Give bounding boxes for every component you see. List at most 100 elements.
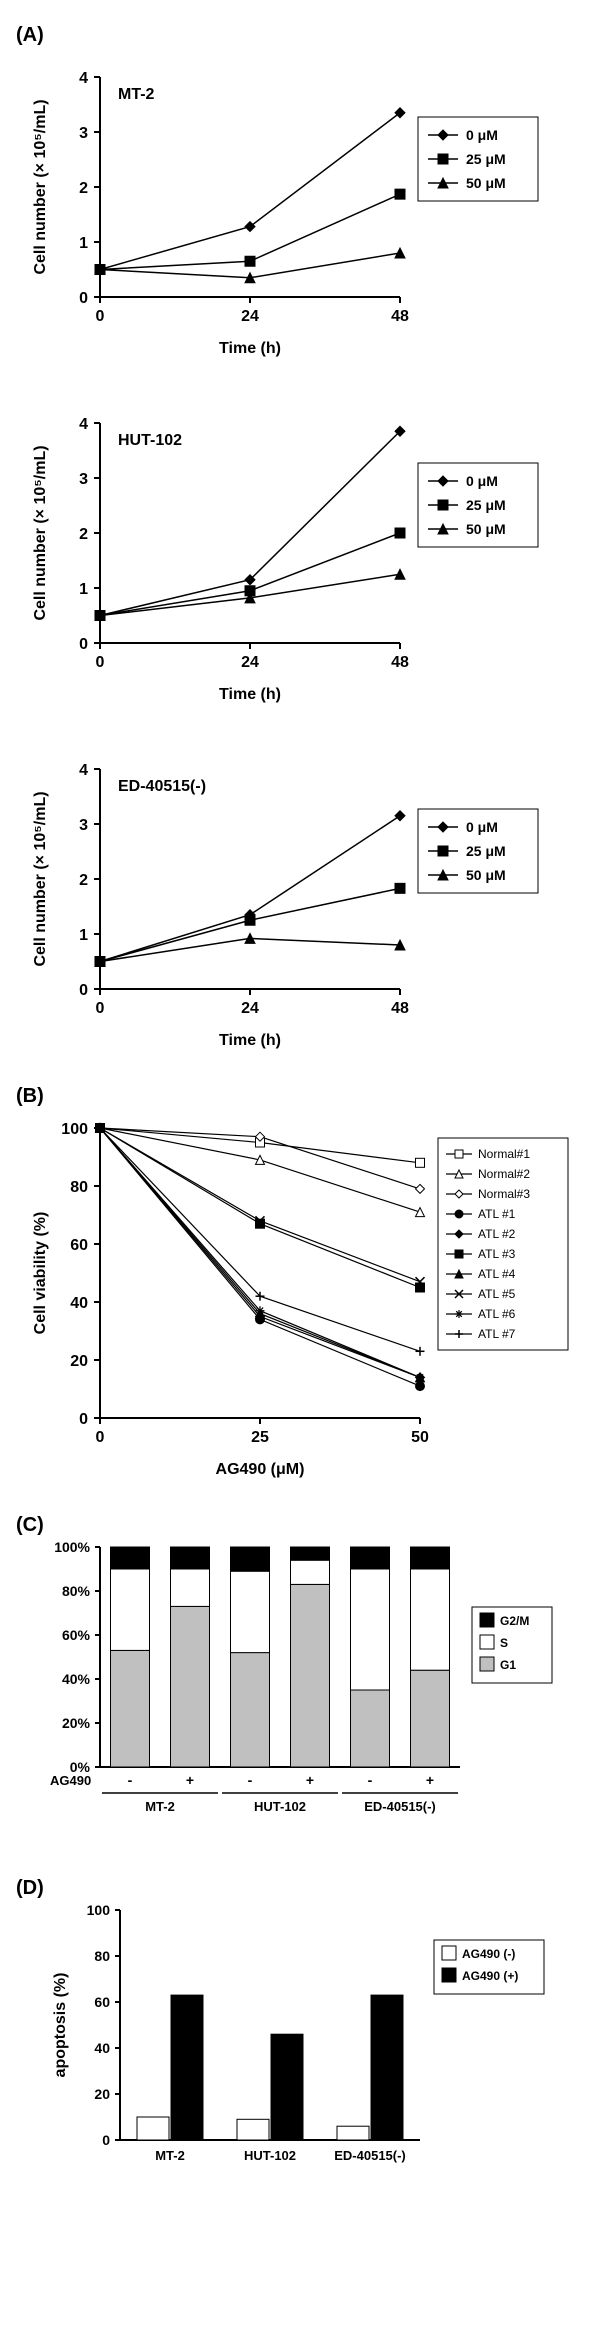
svg-text:ATL #6: ATL #6 (478, 1307, 516, 1321)
svg-text:60: 60 (70, 1237, 88, 1254)
svg-text:80%: 80% (62, 1583, 91, 1599)
svg-text:100%: 100% (54, 1539, 90, 1555)
svg-text:Normal#3: Normal#3 (478, 1187, 530, 1201)
panel-b-chart: 0 20 40 60 80 100 0 25 50 AG490 (μM) Cell viabilit… (10, 1108, 590, 1488)
svg-text:24: 24 (241, 1000, 259, 1017)
svg-text:100: 100 (61, 1121, 88, 1138)
svg-text:60: 60 (94, 1994, 110, 2010)
svg-text:Cell viability (%): Cell viability (%) (32, 1212, 49, 1335)
svg-text:ATL #5: ATL #5 (478, 1287, 516, 1301)
svg-text:apoptosis (%): apoptosis (%) (52, 1973, 69, 2078)
svg-text:4: 4 (79, 416, 88, 433)
svg-text:40: 40 (70, 1295, 88, 1312)
panel-d-label: (D) (16, 1877, 590, 1900)
svg-text:25 μM: 25 μM (466, 843, 506, 859)
svg-text:48: 48 (391, 654, 409, 671)
svg-text:MT-2: MT-2 (155, 2148, 185, 2163)
svg-text:0: 0 (96, 1000, 105, 1017)
svg-text:MT-2: MT-2 (145, 1799, 175, 1814)
svg-text:2: 2 (79, 180, 88, 197)
svg-text:ED-40515(-): ED-40515(-) (118, 778, 206, 795)
svg-text:25 μM: 25 μM (466, 151, 506, 167)
svg-text:S: S (500, 1636, 508, 1650)
svg-text:0 μM: 0 μM (466, 127, 498, 143)
svg-text:ED-40515(-): ED-40515(-) (334, 2148, 406, 2163)
svg-text:0: 0 (96, 308, 105, 325)
svg-text:0: 0 (96, 654, 105, 671)
svg-text:Normal#2: Normal#2 (478, 1167, 530, 1181)
svg-text:G1: G1 (500, 1658, 516, 1672)
svg-text:0: 0 (102, 2132, 110, 2148)
svg-text:+: + (186, 1772, 194, 1788)
svg-text:50 μM: 50 μM (466, 867, 506, 883)
svg-text:ATL #7: ATL #7 (478, 1327, 516, 1341)
svg-text:Cell number (× 10⁵/mL): Cell number (× 10⁵/mL) (32, 791, 49, 966)
svg-text:Cell number (× 10⁵/mL): Cell number (× 10⁵/mL) (32, 445, 49, 620)
svg-text:+: + (306, 1772, 314, 1788)
svg-text:3: 3 (79, 125, 88, 142)
svg-text:HUT-102: HUT-102 (254, 1799, 306, 1814)
panel-a-charts: 0123402448Time (h)Cell number (× 10⁵/mL)… (10, 47, 590, 1059)
svg-text:2: 2 (79, 872, 88, 889)
svg-text:MT-2: MT-2 (118, 86, 155, 103)
svg-text:25: 25 (251, 1429, 269, 1446)
svg-text:-: - (128, 1772, 133, 1788)
svg-text:20: 20 (70, 1353, 88, 1370)
svg-text:AG490 (+): AG490 (+) (462, 1969, 518, 1983)
svg-text:HUT-102: HUT-102 (244, 2148, 296, 2163)
svg-text:50 μM: 50 μM (466, 521, 506, 537)
svg-text:60%: 60% (62, 1627, 91, 1643)
svg-text:40: 40 (94, 2040, 110, 2056)
svg-text:4: 4 (79, 762, 88, 779)
svg-text:2: 2 (79, 526, 88, 543)
svg-text:0: 0 (96, 1429, 105, 1446)
svg-text:ATL #1: ATL #1 (478, 1207, 516, 1221)
svg-text:AG490: AG490 (50, 1773, 91, 1788)
svg-text:100: 100 (87, 1902, 111, 1918)
svg-text:Time (h): Time (h) (219, 340, 281, 357)
svg-text:AG490 (μM): AG490 (μM) (216, 1461, 305, 1478)
svg-text:0: 0 (79, 1411, 88, 1428)
panel-b-label: (B) (16, 1085, 590, 1108)
svg-text:0 μM: 0 μM (466, 819, 498, 835)
svg-text:0 μM: 0 μM (466, 473, 498, 489)
svg-text:ED-40515(-): ED-40515(-) (364, 1799, 436, 1814)
svg-text:48: 48 (391, 1000, 409, 1017)
svg-text:20%: 20% (62, 1715, 91, 1731)
svg-text:24: 24 (241, 308, 259, 325)
svg-text:20: 20 (94, 2086, 110, 2102)
svg-text:1: 1 (79, 581, 88, 598)
panel-c-chart: 0%20%40%60%80%100%-+-+-+AG490MT-2HUT-102… (10, 1537, 590, 1837)
svg-text:G2/M: G2/M (500, 1614, 529, 1628)
svg-text:50 μM: 50 μM (466, 175, 506, 191)
svg-text:0: 0 (79, 290, 88, 307)
panel-d-chart: 0 20 40 60 80 100 apoptosis (%) MT-2 HUT-102 ED-4… (10, 1900, 590, 2200)
svg-text:25 μM: 25 μM (466, 497, 506, 513)
svg-text:Cell number (× 10⁵/mL): Cell number (× 10⁵/mL) (32, 99, 49, 274)
svg-text:-: - (368, 1772, 373, 1788)
svg-text:3: 3 (79, 817, 88, 834)
svg-text:4: 4 (79, 70, 88, 87)
svg-text:-: - (248, 1772, 253, 1788)
svg-text:Time (h): Time (h) (219, 1032, 281, 1049)
svg-text:24: 24 (241, 654, 259, 671)
svg-text:ATL #2: ATL #2 (478, 1227, 516, 1241)
svg-text:1: 1 (79, 927, 88, 944)
svg-text:80: 80 (70, 1179, 88, 1196)
svg-text:0: 0 (79, 636, 88, 653)
svg-text:80: 80 (94, 1948, 110, 1964)
svg-text:40%: 40% (62, 1671, 91, 1687)
svg-text:3: 3 (79, 471, 88, 488)
panel-c-label: (C) (16, 1514, 590, 1537)
svg-text:HUT-102: HUT-102 (118, 432, 182, 449)
svg-text:+: + (426, 1772, 434, 1788)
panel-a-label: (A) (16, 24, 590, 47)
svg-text:ATL #3: ATL #3 (478, 1247, 516, 1261)
svg-text:AG490 (-): AG490 (-) (462, 1947, 515, 1961)
svg-text:1: 1 (79, 235, 88, 252)
svg-text:ATL #4: ATL #4 (478, 1267, 516, 1281)
svg-text:48: 48 (391, 308, 409, 325)
svg-text:50: 50 (411, 1429, 429, 1446)
svg-text:Normal#1: Normal#1 (478, 1147, 530, 1161)
svg-text:0: 0 (79, 982, 88, 999)
